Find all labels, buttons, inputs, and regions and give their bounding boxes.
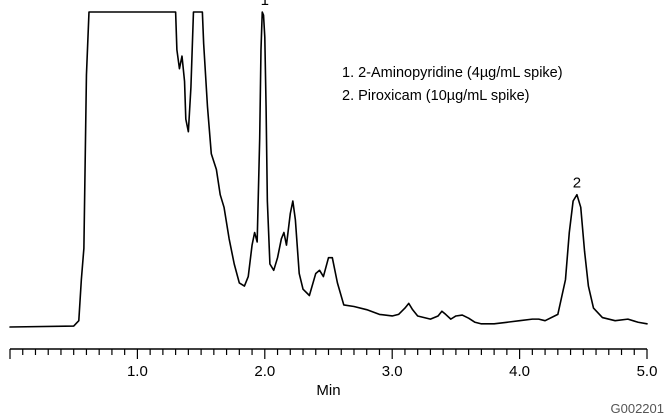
x-tick-label: 3.0 [382,363,403,380]
legend-item-2: 2. Piroxicam (10µg/mL spike) [342,88,530,104]
peak-label-2: 2 [573,175,581,192]
x-tick-label: 4.0 [509,363,530,380]
x-axis: 1.0 2.0 3.0 4.0 5.0 Min [9,348,658,399]
x-axis-label: Min [316,382,340,399]
x-tick-label: 5.0 [637,363,658,380]
x-tick-label: 2.0 [254,363,275,380]
peak-label-1: 1 [261,0,269,9]
trace-layer [9,11,648,328]
peak-annotations: 12 [261,0,581,192]
figure-code: G002201 [610,401,665,416]
series-line-1 [9,11,648,328]
legend-item-1: 1. 2-Aminopyridine (4µg/mL spike) [342,65,563,81]
legend: 1. 2-Aminopyridine (4µg/mL spike) 2. Pir… [342,62,563,108]
x-tick-label: 1.0 [127,363,148,380]
